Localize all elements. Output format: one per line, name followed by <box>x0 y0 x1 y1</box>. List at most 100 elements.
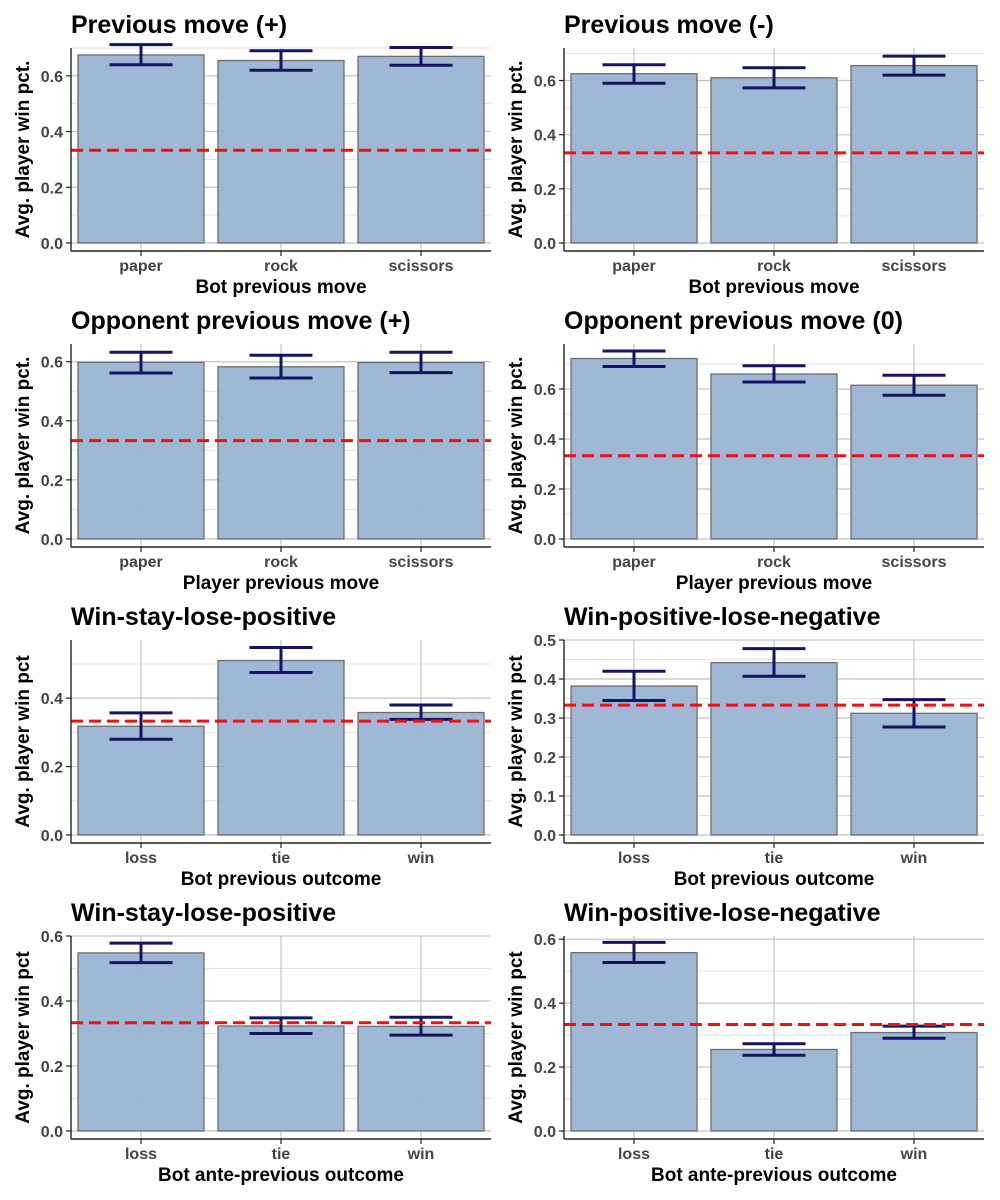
error-bar-rock <box>742 364 806 384</box>
y-axis-label: Avg. player win pct <box>506 951 527 1124</box>
y-tick-label: 0.0 <box>41 532 63 549</box>
y-axis-label: Avg. player win pct. <box>506 357 527 535</box>
x-tick-label: rock <box>264 554 298 571</box>
chart-svg: 0.0 0.2 0.4 0.6 paper rock scissors Previous mo… <box>13 11 491 298</box>
y-tick-label: 0.0 <box>534 1124 556 1141</box>
x-tick-label: loss <box>125 1146 157 1163</box>
bar-loss <box>77 952 205 1132</box>
bar-scissors <box>850 384 978 540</box>
y-tick-label: 0.0 <box>41 236 63 253</box>
x-axis-label: Player previous move <box>183 573 379 594</box>
chart-svg: 0.0 0.2 0.4 0.6 loss tie win Win-stay-lose-posi… <box>13 899 491 1186</box>
x-tick-label: scissors <box>882 258 947 275</box>
chart-title: Win-positive-lose-negative <box>564 603 881 631</box>
error-bar-rock <box>249 49 313 72</box>
x-axis-label: Bot previous outcome <box>181 869 382 890</box>
error-bar-tie <box>249 646 313 674</box>
bar-tie <box>710 661 838 836</box>
chart-panel-1: 0.0 0.2 0.4 0.6 paper rock scissors Previous mo… <box>0 0 493 298</box>
x-axis-label: Bot previous move <box>688 277 859 298</box>
chart-svg: 0.0 0.2 0.4 0.6 paper rock scissors Opponent pr… <box>13 307 491 594</box>
error-bar-tie <box>249 1016 313 1035</box>
x-tick-label: loss <box>618 850 650 867</box>
x-tick-label: paper <box>612 554 656 571</box>
bar-win <box>357 1025 485 1132</box>
error-bar-loss <box>602 940 666 965</box>
error-bar-scissors <box>389 350 453 375</box>
chart-svg: 0.0 0.2 0.4 0.6 paper rock scissors Previous mo… <box>506 11 984 298</box>
chart-svg: 0.0 0.1 0.2 0.3 0.4 0.5 loss tie win Win-positive… <box>506 603 984 890</box>
y-tick-label: 0.4 <box>41 414 63 431</box>
chart-panel-2: 0.0 0.2 0.4 0.6 paper rock scissors Previous mo… <box>493 0 986 298</box>
bar-rock <box>217 366 345 540</box>
y-tick-label: 0.1 <box>534 789 556 806</box>
x-tick-label: win <box>900 1146 928 1163</box>
y-tick-label: 0.4 <box>41 691 63 708</box>
y-tick-label: 0.2 <box>534 1060 556 1077</box>
x-axis-label: Player previous move <box>676 573 872 594</box>
error-bar-tie <box>742 1042 806 1057</box>
y-axis-label: Avg. player win pct. <box>13 357 34 535</box>
y-tick-label: 0.6 <box>534 932 556 949</box>
x-tick-label: tie <box>272 850 291 867</box>
y-tick-label: 0.2 <box>534 182 556 199</box>
error-bar-win <box>389 703 453 721</box>
chart-panel-7: 0.0 0.2 0.4 0.6 loss tie win Win-stay-lose-posi… <box>0 888 493 1186</box>
y-axis-label: Avg. player win pct <box>506 655 527 828</box>
error-bar-scissors <box>882 54 946 77</box>
chart-svg: 0.0 0.2 0.4 loss tie win Win-stay-lose-positiv… <box>13 603 491 890</box>
chart-title: Win-positive-lose-negative <box>564 899 881 927</box>
chart-title: Win-stay-lose-positive <box>71 899 336 927</box>
error-bar-win <box>882 1024 946 1040</box>
y-tick-label: 0.4 <box>534 672 556 689</box>
y-tick-label: 0.4 <box>534 996 556 1013</box>
bar-rock <box>217 59 345 244</box>
y-tick-label: 0.6 <box>534 382 556 399</box>
chart-title: Opponent previous move (0) <box>564 307 903 335</box>
y-tick-label: 0.0 <box>534 828 556 845</box>
y-tick-label: 0.4 <box>534 432 556 449</box>
error-bar-paper <box>109 350 173 375</box>
x-tick-label: loss <box>618 1146 650 1163</box>
y-tick-label: 0.5 <box>534 633 556 650</box>
x-tick-label: tie <box>272 1146 291 1163</box>
chart-panel-8: 0.0 0.2 0.4 0.6 loss tie win Win-positive-lose-… <box>493 888 986 1186</box>
chart-title: Previous move (-) <box>564 11 774 39</box>
x-tick-label: rock <box>264 258 298 275</box>
y-tick-label: 0.4 <box>534 128 556 145</box>
y-tick-label: 0.6 <box>41 69 63 86</box>
bar-tie <box>217 1025 345 1132</box>
bar-paper <box>77 361 205 540</box>
error-bar-loss <box>109 711 173 741</box>
x-axis-label: Bot previous move <box>195 277 366 298</box>
x-tick-label: win <box>900 850 928 867</box>
chart-title: Previous move (+) <box>71 11 287 39</box>
x-tick-label: rock <box>757 258 791 275</box>
x-axis-label: Bot previous outcome <box>674 869 875 890</box>
y-tick-label: 0.0 <box>41 828 63 845</box>
x-axis-label: Bot ante-previous outcome <box>651 1165 897 1186</box>
y-tick-label: 0.2 <box>534 482 556 499</box>
error-bar-paper <box>602 63 666 85</box>
chart-panel-4: 0.0 0.2 0.4 0.6 paper rock scissors Opponent pr… <box>493 296 986 594</box>
x-tick-label: rock <box>757 554 791 571</box>
y-tick-label: 0.2 <box>41 1059 63 1076</box>
error-bar-scissors <box>882 373 946 397</box>
x-tick-label: win <box>407 1146 435 1163</box>
y-tick-label: 0.6 <box>534 74 556 91</box>
bar-scissors <box>357 361 485 540</box>
y-tick-label: 0.2 <box>41 180 63 197</box>
x-tick-label: paper <box>119 554 163 571</box>
bar-loss <box>570 685 698 836</box>
error-bar-paper <box>109 43 173 67</box>
chart-panel-3: 0.0 0.2 0.4 0.6 paper rock scissors Opponent pr… <box>0 296 493 594</box>
bar-paper <box>570 357 698 540</box>
y-axis-label: Avg. player win pct. <box>13 61 34 239</box>
y-axis-label: Avg. player win pct <box>13 655 34 828</box>
x-tick-label: scissors <box>389 554 454 571</box>
error-bar-win <box>389 1015 453 1037</box>
error-bar-loss <box>109 941 173 965</box>
bar-win <box>357 711 485 836</box>
x-tick-label: loss <box>125 850 157 867</box>
